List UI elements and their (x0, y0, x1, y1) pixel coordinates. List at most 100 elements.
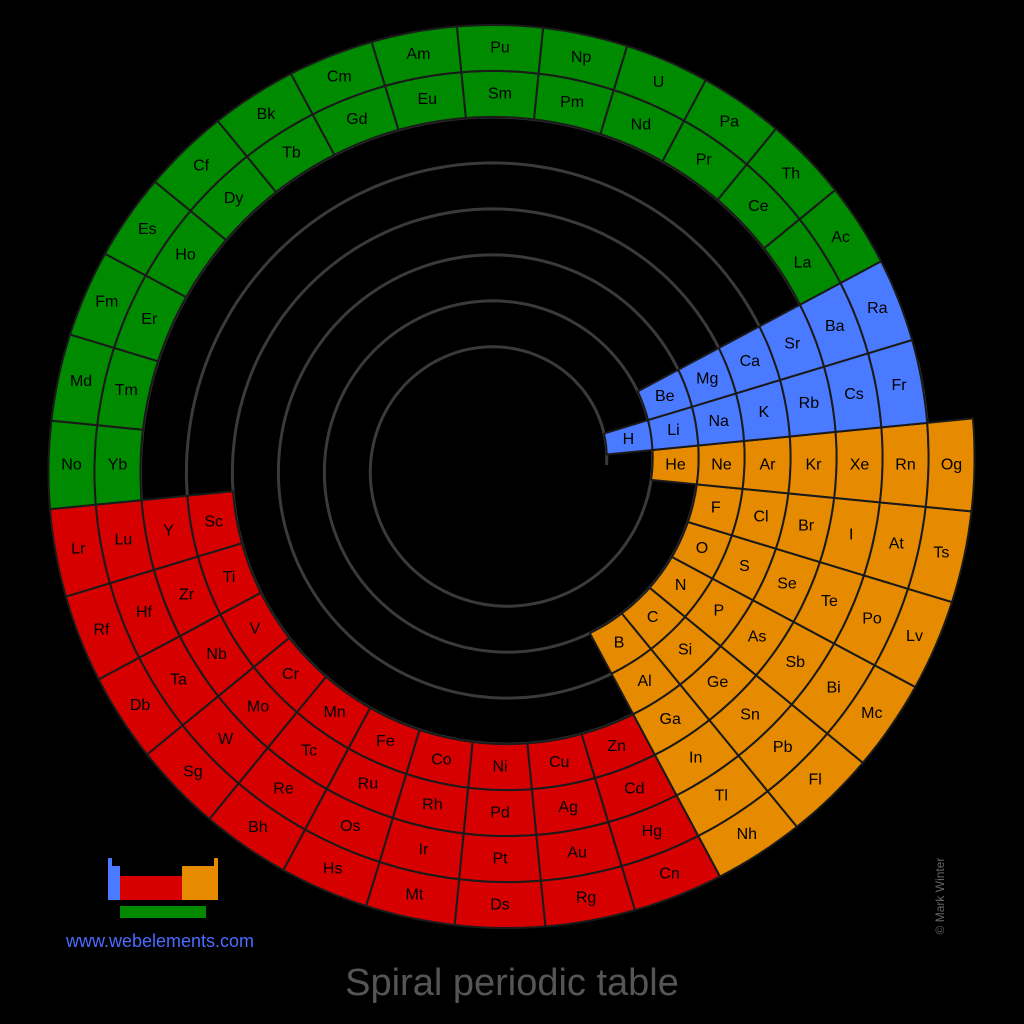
element-symbol: Ca (740, 353, 761, 370)
element-symbol: Xe (850, 457, 870, 474)
element-symbol: Rf (94, 622, 111, 639)
element-symbol: Nh (737, 826, 757, 843)
element-symbol: I (849, 526, 853, 543)
element-symbol: Cu (549, 754, 569, 771)
element-symbol: Ir (419, 842, 429, 859)
element-symbol: Be (655, 388, 675, 405)
element-symbol: He (665, 457, 686, 474)
element-symbol: Kr (806, 457, 823, 474)
element-symbol: Sm (488, 86, 512, 103)
element-symbol: Am (406, 46, 430, 63)
element-symbol: Ce (748, 198, 769, 215)
element-symbol: Er (141, 311, 158, 328)
element-symbol: Na (708, 413, 729, 430)
element-symbol: Fl (809, 772, 822, 789)
legend-icon (108, 858, 218, 918)
element-symbol: B (614, 635, 625, 652)
element-symbol: C (647, 609, 659, 626)
website: www.webelements.com (65, 931, 254, 951)
element-symbol: Al (637, 673, 651, 690)
element-symbol: Li (667, 422, 679, 439)
element-symbol: Ba (825, 318, 845, 335)
element-symbol: Bh (248, 819, 268, 836)
element-symbol: Co (431, 751, 452, 768)
element-symbol: Tc (301, 742, 317, 759)
element-symbol: Es (138, 221, 157, 238)
element-symbol: Pd (490, 805, 510, 822)
element-symbol: Ru (358, 775, 378, 792)
element-symbol: Mc (861, 705, 882, 722)
element-symbol: Cn (659, 866, 679, 883)
element-symbol: Ti (223, 569, 236, 586)
element-symbol: Ds (490, 897, 510, 914)
element-symbol: Bk (257, 106, 277, 123)
element-symbol: Nd (631, 116, 651, 133)
icon-f-block (120, 906, 206, 918)
element-symbol: Lr (71, 540, 86, 557)
icon-p-block (182, 866, 218, 900)
element-symbol: N (675, 577, 687, 594)
element-symbol: Fe (376, 733, 395, 750)
element-symbol: Rg (576, 890, 596, 907)
element-symbol: K (758, 404, 769, 421)
element-symbol: Fr (892, 377, 908, 394)
element-symbol: Si (678, 642, 692, 659)
element-symbol: At (889, 535, 905, 552)
element-symbol: U (653, 74, 665, 91)
element-symbol: Hg (642, 823, 662, 840)
element-symbol: Ac (831, 229, 850, 246)
element-symbol: Sc (204, 514, 223, 531)
element-symbol: Ta (170, 671, 187, 688)
element-symbol: Ni (492, 759, 507, 776)
element-symbol: Cr (282, 666, 300, 683)
element-symbol: Pb (773, 739, 793, 756)
element-symbol: Ts (933, 544, 949, 561)
element-symbol: In (689, 749, 702, 766)
element-symbol: Pt (492, 851, 508, 868)
element-symbol: Au (567, 844, 587, 861)
element-symbol: Lu (115, 531, 133, 548)
element-symbol: Mg (696, 371, 718, 388)
element-symbol: S (739, 558, 750, 575)
element-symbol: Nb (206, 646, 227, 663)
element-symbol: Tm (115, 382, 138, 399)
element-symbol: Eu (418, 91, 438, 108)
credit: © Mark Winter (933, 858, 947, 935)
element-symbol: Ga (660, 711, 681, 728)
element-cell (924, 417, 976, 513)
element-symbol: Pa (720, 113, 740, 130)
element-symbol: Md (70, 373, 92, 390)
element-symbol: Lv (906, 628, 923, 645)
icon-d-block (120, 876, 182, 900)
icon-p-block (214, 858, 218, 868)
element-symbol: Pr (696, 152, 713, 169)
element-symbol: Fm (95, 294, 118, 311)
element-symbol: Cs (844, 386, 864, 403)
element-symbol: Zn (607, 738, 626, 755)
element-symbol: W (218, 731, 234, 748)
element-symbol: No (61, 457, 82, 474)
element-symbol: Re (273, 781, 294, 798)
icon-s-block (108, 866, 120, 900)
element-symbol: H (623, 431, 635, 448)
element-symbol: Ho (175, 246, 196, 263)
element-symbol: Sb (786, 654, 806, 671)
element-symbol: As (748, 628, 767, 645)
element-symbol: Ar (760, 457, 777, 474)
element-symbol: Sg (183, 764, 203, 781)
element-symbol: Te (821, 593, 838, 610)
element-symbol: Os (340, 818, 360, 835)
element-symbol: La (794, 254, 812, 271)
element-symbol: Tb (282, 144, 301, 161)
element-symbol: Cl (753, 508, 768, 525)
element-symbol: Rn (895, 457, 915, 474)
element-symbol: Cd (624, 781, 644, 798)
element-symbol: Sn (740, 707, 760, 724)
element-symbol: Og (941, 457, 962, 474)
title: Spiral periodic table (345, 962, 679, 1004)
element-symbol: Br (798, 517, 815, 534)
element-symbol: Pu (490, 40, 510, 57)
element-symbol: Pm (560, 94, 584, 111)
